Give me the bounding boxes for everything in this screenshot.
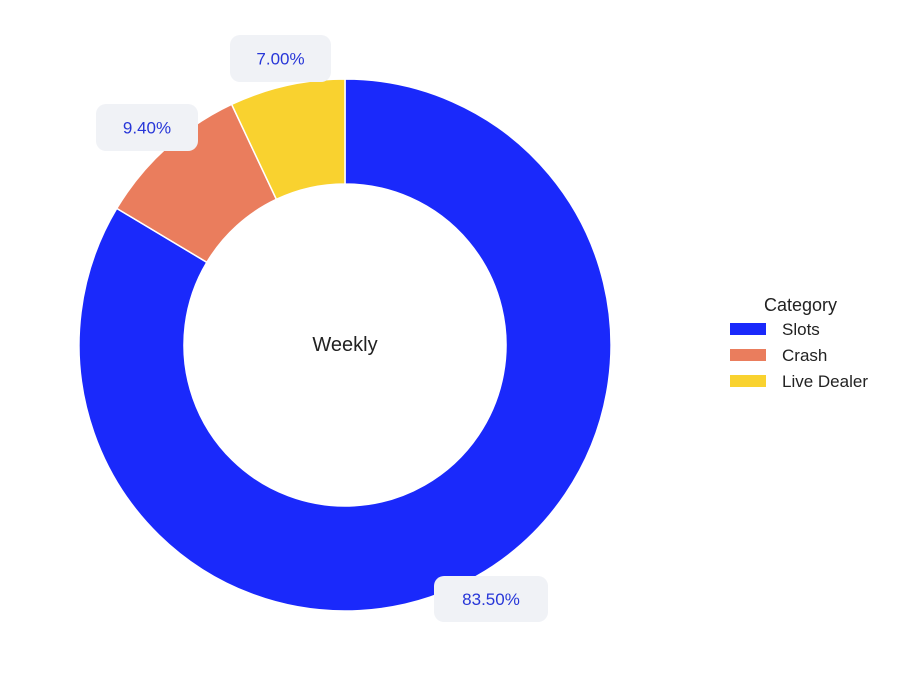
- legend-swatch: [730, 323, 766, 335]
- slice-label-box: [96, 104, 198, 151]
- legend-item-crash[interactable]: Crash: [730, 346, 827, 365]
- legend-item-live-dealer[interactable]: Live Dealer: [730, 372, 868, 391]
- center-label: Weekly: [312, 334, 377, 356]
- slice-label-box: [230, 35, 331, 82]
- legend-title: Category: [764, 295, 837, 315]
- slice-label-text: 83.50%: [462, 590, 520, 609]
- slice-label-slots: 83.50%: [434, 576, 548, 622]
- slice-live-dealer[interactable]: [230, 78, 346, 201]
- legend-label: Slots: [782, 320, 820, 339]
- slice-labels: 83.50% 9.40% 7.00%: [96, 35, 548, 622]
- legend-label: Live Dealer: [782, 372, 868, 391]
- slice-label-live-dealer: 7.00%: [230, 35, 331, 82]
- legend-swatch: [730, 349, 766, 361]
- slice-label-text: 9.40%: [123, 119, 171, 138]
- slice-slots[interactable]: [78, 78, 612, 612]
- slice-label-crash: 9.40%: [96, 104, 198, 151]
- legend-label: Crash: [782, 346, 827, 365]
- legend: Category Slots Crash Live Dealer: [730, 295, 868, 391]
- legend-item-slots[interactable]: Slots: [730, 320, 820, 339]
- slice-label-text: 7.00%: [256, 50, 304, 69]
- donut-slices: [78, 78, 612, 612]
- slice-label-box: [434, 576, 548, 622]
- legend-swatch: [730, 375, 766, 387]
